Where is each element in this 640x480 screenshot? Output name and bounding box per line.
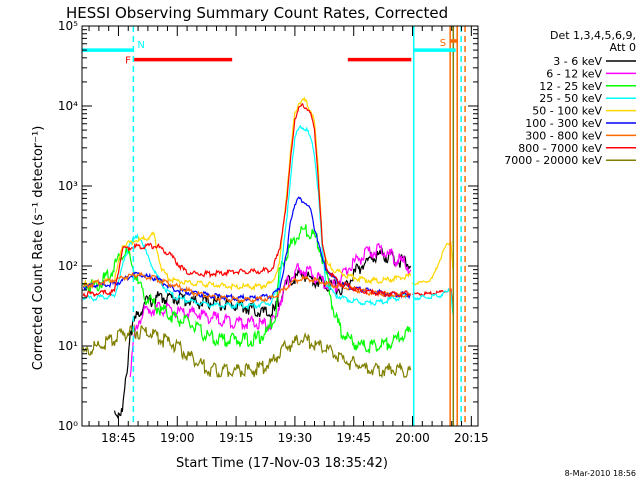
- legend-entry-label: 6 - 12 keV: [546, 67, 602, 80]
- legend-entry-label: 800 - 7000 keV: [518, 142, 602, 155]
- y-tick-label: 10³: [58, 179, 78, 193]
- footer-timestamp: 8-Mar-2010 18:56: [565, 469, 636, 478]
- x-tick-label: 19:30: [278, 431, 313, 445]
- x-tick-label: 20:00: [395, 431, 430, 445]
- y-tick-label: 10⁰: [58, 419, 78, 433]
- y-tick-label: 10⁴: [58, 99, 78, 113]
- x-tick-label: 20:15: [454, 431, 489, 445]
- x-tick-label: 19:00: [160, 431, 195, 445]
- series-line-4: [82, 124, 412, 311]
- y-tick-label: 10²: [58, 259, 78, 273]
- y-tick-label: 10¹: [58, 339, 78, 353]
- axes: 10⁰ 10¹ 10² 10³ 10⁴ 10⁵ 18:45 19:00 19:15 19:30 19…: [58, 19, 489, 445]
- series-line-7: [83, 271, 411, 304]
- series-segment-cyan-late: [412, 287, 454, 315]
- flag-label-s: S: [440, 38, 446, 49]
- legend-entry-label: 7000 - 20000 keV: [504, 154, 602, 167]
- x-tick-label: 18:45: [101, 431, 136, 445]
- series-line-1: [113, 247, 412, 419]
- legend-header-1: Det 1,3,4,5,6,9,: [550, 29, 636, 42]
- legend-entry-label: 50 - 100 keV: [532, 105, 602, 118]
- chart-title: HESSI Observing Summary Count Rates, Cor…: [66, 4, 448, 22]
- series-line-2: [129, 242, 412, 378]
- y-tick-label: 10⁵: [58, 19, 78, 33]
- series-segment-gold-late: [411, 240, 454, 286]
- flag-label-f: F: [125, 56, 131, 67]
- x-tick-label: 19:45: [336, 431, 371, 445]
- legend-entry-label: 25 - 50 keV: [539, 92, 602, 105]
- flag-label-n: N: [137, 40, 144, 51]
- series-line-3: [82, 224, 412, 354]
- series-line-5: [82, 96, 412, 292]
- legend-entry-label: 300 - 800 keV: [525, 129, 602, 142]
- y-axis-label: Corrected Count Rate (s⁻¹ detector⁻¹): [31, 126, 46, 371]
- legend-entry-label: 100 - 300 keV: [525, 117, 602, 130]
- series-line-8: [82, 103, 412, 299]
- legend-entry-label: 3 - 6 keV: [553, 55, 602, 68]
- flag-layer: FN S: [82, 26, 466, 426]
- legend-entry-label: 12 - 25 keV: [539, 80, 602, 93]
- plot-frame: [81, 25, 479, 427]
- series-layer: [82, 96, 454, 419]
- x-axis-label: Start Time (17-Nov-03 18:35:42): [176, 456, 388, 471]
- x-tick-label: 19:15: [219, 431, 254, 445]
- series-line-9: [82, 323, 412, 379]
- legend-header-2: Att 0: [610, 41, 636, 54]
